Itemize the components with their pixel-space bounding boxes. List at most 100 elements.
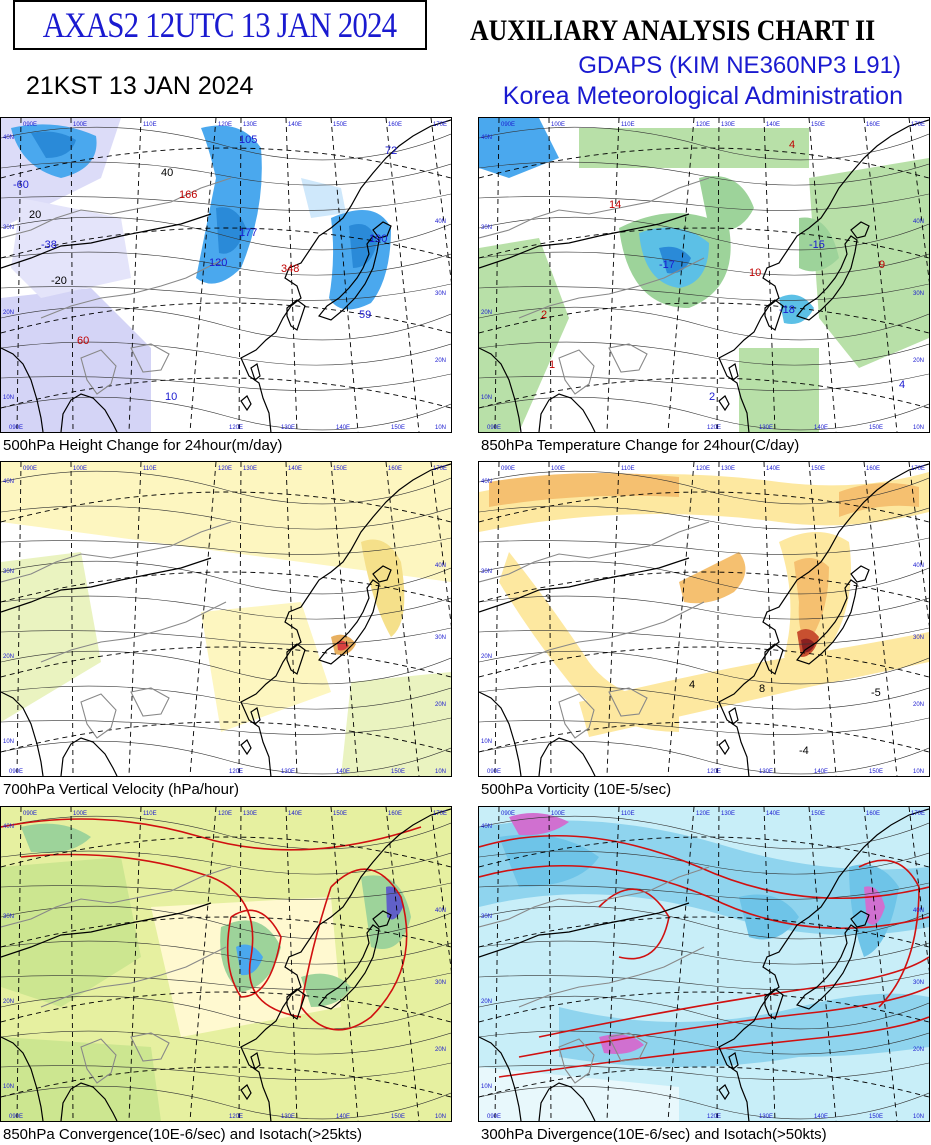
latitude-label-left: 10N bbox=[481, 739, 492, 745]
longitude-label-top: 100E bbox=[551, 466, 565, 472]
longitude-label-top: 140E bbox=[288, 466, 302, 472]
value-label: 60 bbox=[77, 335, 89, 347]
value-labels: 3 8 4 -5 -4 bbox=[545, 593, 881, 757]
agency-name: Korea Meteorological Administration bbox=[502, 82, 903, 110]
longitude-label-top: 130E bbox=[721, 122, 735, 128]
latitude-label-right: 30N bbox=[913, 980, 924, 986]
value-label: 2 bbox=[709, 391, 715, 403]
shaded-field bbox=[479, 118, 929, 432]
map-panel-convergence: 090E 100E 110E 120E 130E 140E 150E 160E 170E 090E… bbox=[0, 806, 452, 1122]
value-label: 3 bbox=[545, 593, 551, 605]
map-panel-temperature-change: 090E 100E 110E 120E 130E 140E 150E 160E 170E 090E… bbox=[478, 117, 930, 433]
longitude-label-top: 120E bbox=[696, 811, 710, 817]
shaded-field bbox=[1, 118, 391, 432]
longitude-labels: 090E 100E 110E 120E 130E 140E 150E 160E 170E 090E… bbox=[487, 466, 925, 775]
longitude-label-top: 160E bbox=[866, 811, 880, 817]
map-canvas: 090E 100E 110E 120E 130E 140E 150E 160E 170E 090E… bbox=[1, 118, 451, 432]
latitude-label-right: 40N bbox=[913, 219, 924, 225]
value-label: 4 bbox=[689, 679, 695, 691]
longitude-label-bottom: 140E bbox=[336, 425, 350, 431]
latitude-label-left: 10N bbox=[481, 395, 492, 401]
longitude-label-top: 150E bbox=[811, 122, 825, 128]
latitude-label-right: 10N bbox=[913, 1114, 924, 1120]
latitude-label-left: 30N bbox=[481, 225, 492, 231]
latitude-label-left: 10N bbox=[3, 395, 14, 401]
coastlines bbox=[479, 463, 929, 776]
longitude-label-bottom: 130E bbox=[281, 769, 295, 775]
latitude-label-left: 20N bbox=[481, 999, 492, 1005]
longitude-label-bottom: 120E bbox=[707, 1114, 721, 1120]
map-canvas: 090E 100E 110E 120E 130E 140E 150E 160E 170E 090E… bbox=[479, 462, 929, 776]
latlon-grid bbox=[1, 462, 451, 776]
contour-lines bbox=[479, 470, 929, 775]
longitude-label-top: 110E bbox=[621, 811, 635, 817]
longitude-label-top: 170E bbox=[433, 122, 447, 128]
longitude-label-bottom: 140E bbox=[814, 769, 828, 775]
value-label: 9 bbox=[879, 259, 885, 271]
latitude-label-left: 20N bbox=[481, 310, 492, 316]
latitude-label-left: 30N bbox=[481, 914, 492, 920]
longitude-label-top: 110E bbox=[143, 122, 157, 128]
latitude-label-right: 30N bbox=[913, 635, 924, 641]
longitude-label-bottom: 140E bbox=[814, 1114, 828, 1120]
longitude-label-top: 100E bbox=[551, 122, 565, 128]
longitude-labels: 090E 100E 110E 120E 130E 140E 150E 160E 170E 090E… bbox=[487, 811, 925, 1120]
map-canvas: 090E 100E 110E 120E 130E 140E 150E 160E 170E 090E… bbox=[1, 462, 451, 776]
latitude-label-right: 20N bbox=[435, 1047, 446, 1053]
latlon-grid bbox=[479, 807, 929, 1121]
caption-temperature-change: 850hPa Temperature Change for 24hour(C/d… bbox=[481, 437, 800, 454]
longitude-label-top: 140E bbox=[288, 122, 302, 128]
value-label: -4 bbox=[799, 745, 809, 757]
caption-vertical-velocity: 700hPa Vertical Velocity (hPa/hour) bbox=[3, 781, 239, 798]
contour-lines bbox=[1, 126, 451, 431]
longitude-label-bottom: 120E bbox=[229, 1114, 243, 1120]
latitude-label-left: 40N bbox=[481, 135, 492, 141]
longitude-label-bottom: 090E bbox=[487, 425, 501, 431]
latitude-label-right: 40N bbox=[435, 219, 446, 225]
value-label: 40 bbox=[161, 167, 173, 179]
longitude-label-bottom: 120E bbox=[707, 425, 721, 431]
latitude-label-right: 40N bbox=[435, 563, 446, 569]
latitude-label-left: 10N bbox=[3, 739, 14, 745]
latlon-grid bbox=[1, 807, 451, 1121]
latitude-labels: 40N 40N 30N 30N 20N 20N 10N 10N bbox=[481, 135, 924, 431]
value-label: 8 bbox=[759, 683, 765, 695]
longitude-label-bottom: 150E bbox=[391, 425, 405, 431]
longitude-label-top: 140E bbox=[766, 122, 780, 128]
longitude-label-bottom: 140E bbox=[814, 425, 828, 431]
chart-id: AXAS2 12UTC 13 JAN 2024 bbox=[43, 5, 397, 45]
longitude-label-bottom: 150E bbox=[869, 1114, 883, 1120]
value-label: 20 bbox=[29, 209, 41, 221]
longitude-label-top: 090E bbox=[23, 466, 37, 472]
longitude-label-top: 170E bbox=[433, 466, 447, 472]
value-label: 2 bbox=[541, 309, 547, 321]
value-label: -17 bbox=[659, 259, 675, 271]
latitude-label-right: 20N bbox=[435, 702, 446, 708]
value-label: 10 bbox=[165, 391, 177, 403]
latitude-label-right: 10N bbox=[913, 425, 924, 431]
borders bbox=[1, 177, 232, 395]
latitude-label-left: 40N bbox=[3, 824, 14, 830]
contour-lines bbox=[1, 815, 451, 1120]
value-label: 72 bbox=[385, 145, 397, 157]
value-label: 120 bbox=[209, 257, 227, 269]
longitude-label-top: 120E bbox=[218, 122, 232, 128]
longitude-label-bottom: 090E bbox=[9, 425, 23, 431]
latitude-label-left: 20N bbox=[481, 654, 492, 660]
value-label: 348 bbox=[281, 263, 299, 275]
map-panel-height-change: 090E 100E 110E 120E 130E 140E 150E 160E 170E 090E… bbox=[0, 117, 452, 433]
latitude-labels: 40N 40N 30N 30N 20N 20N 10N 10N bbox=[481, 479, 924, 775]
longitude-label-top: 170E bbox=[911, 466, 925, 472]
longitude-label-top: 160E bbox=[388, 122, 402, 128]
latitude-label-right: 10N bbox=[435, 1114, 446, 1120]
longitude-label-top: 120E bbox=[696, 466, 710, 472]
value-label: -18 bbox=[779, 304, 795, 316]
longitude-label-bottom: 130E bbox=[281, 1114, 295, 1120]
latlon-grid bbox=[1, 118, 451, 432]
longitude-labels: 090E 100E 110E 120E 130E 140E 150E 160E 170E 090E… bbox=[9, 122, 447, 431]
longitude-label-top: 090E bbox=[23, 122, 37, 128]
value-label: 177 bbox=[239, 227, 257, 239]
value-label: 14 bbox=[609, 199, 621, 211]
map-canvas: 090E 100E 110E 120E 130E 140E 150E 160E 170E 090E… bbox=[479, 807, 929, 1121]
longitude-label-top: 130E bbox=[721, 811, 735, 817]
